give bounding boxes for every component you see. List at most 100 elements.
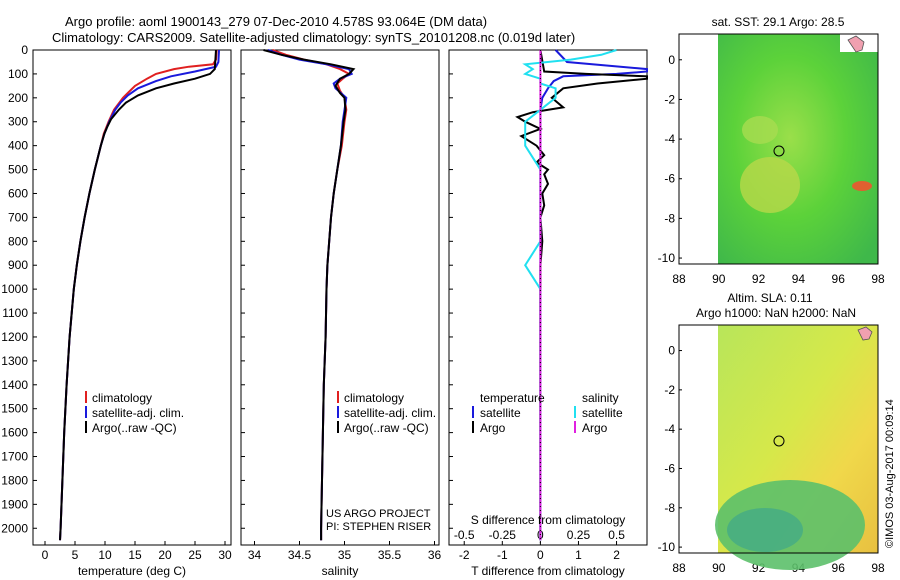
x-tick-label: 34 — [248, 548, 262, 562]
depth-tick-label: 100 — [8, 67, 28, 81]
x-tick-label: 15 — [128, 548, 142, 562]
series-line-t-argo — [515, 49, 648, 541]
x-tick-label: 35 — [338, 548, 352, 562]
legend-label-t-satellite: satellite — [480, 406, 521, 420]
map-x-tick-label: 92 — [752, 272, 766, 286]
depth-tick-label: 0 — [21, 43, 28, 57]
map-bottom-frame — [678, 324, 879, 554]
sla-low-patch — [727, 508, 803, 552]
series-line-s-satellite — [522, 49, 617, 541]
argo-location-marker — [773, 435, 785, 447]
map-y-tick-label: -4 — [664, 422, 675, 436]
depth-tick-label: 1200 — [1, 330, 28, 344]
argo-location-marker — [773, 145, 785, 157]
legend-header-salinity: salinity — [582, 391, 619, 405]
series-line-satellite-adj-clim- — [59, 49, 220, 541]
legend-label-t-argo: Argo — [480, 421, 506, 435]
legend-label-satellite: satellite-adj. clim. — [92, 406, 184, 420]
map-y-tick-label: 0 — [668, 344, 675, 358]
legend-header-temperature: temperature — [480, 391, 545, 405]
depth-tick-label: 400 — [8, 139, 28, 153]
map-x-tick-label: 96 — [832, 272, 846, 286]
x-tick-label: 25 — [188, 548, 202, 562]
depth-tick-label: 1000 — [1, 282, 28, 296]
x-tick-label: 20 — [158, 548, 172, 562]
land-outline — [847, 35, 865, 53]
map-x-tick-label: 90 — [712, 272, 726, 286]
depth-tick-label: 900 — [8, 258, 28, 272]
legend-label-s-argo: Argo — [582, 421, 608, 435]
map-x-tick-label: 88 — [672, 561, 686, 575]
depth-tick-label: 800 — [8, 234, 28, 248]
temperature-legend: climatology satellite-adj. clim. Argo(..… — [85, 391, 184, 435]
series-line-satellite-adj-clim- — [267, 49, 354, 541]
sst-map — [718, 34, 878, 264]
depth-tick-label: 700 — [8, 210, 28, 224]
difference-panel — [448, 49, 648, 546]
x-tick-label: 30 — [218, 548, 232, 562]
map-bottom-title-2: Argo h1000: NaN h2000: NaN — [696, 306, 856, 320]
x-tick-label: 35.5 — [378, 548, 402, 562]
map-y-tick-label: -10 — [658, 540, 676, 554]
salinity-xlabel: salinity — [322, 564, 359, 578]
depth-tick-label: 1400 — [1, 378, 28, 392]
s-tick-label: 0.5 — [608, 528, 625, 542]
map-y-tick-label: -6 — [664, 461, 675, 475]
depth-tick-label: 1500 — [1, 402, 28, 416]
x-tick-label: 0 — [42, 548, 49, 562]
map-x-tick-label: 98 — [871, 272, 885, 286]
legend-label-argo: Argo(..raw -QC) — [344, 421, 429, 435]
sst-hot-spot — [852, 181, 872, 191]
sst-warm-patch — [740, 157, 800, 213]
map-x-tick-label: 96 — [832, 561, 846, 575]
x-tick-label: 36 — [428, 548, 442, 562]
x-tick-label: -1 — [497, 548, 508, 562]
series-line-t-satellite — [539, 49, 648, 541]
depth-tick-label: 600 — [8, 186, 28, 200]
legend-label-satellite: satellite-adj. clim. — [344, 406, 436, 420]
map-x-tick-label: 88 — [672, 272, 686, 286]
depth-tick-label: 1100 — [2, 306, 28, 320]
salinity-legend: climatology satellite-adj. clim. Argo(..… — [337, 391, 436, 435]
map-y-tick-label: -8 — [664, 211, 675, 225]
x-tick-label: 5 — [72, 548, 79, 562]
depth-tick-label: 500 — [8, 163, 28, 177]
header-line-2: Climatology: CARS2009. Satellite-adjuste… — [52, 30, 576, 45]
map-y-tick-label: -8 — [664, 501, 675, 515]
x-tick-label: 0 — [537, 548, 544, 562]
depth-tick-label: 1300 — [1, 354, 28, 368]
depth-tick-label: 1600 — [1, 426, 28, 440]
s-tick-label: -0.25 — [489, 528, 517, 542]
map-x-tick-label: 98 — [871, 561, 885, 575]
map-bottom-title-1: Altim. SLA: 0.11 — [727, 291, 812, 305]
depth-tick-label: 1800 — [1, 473, 28, 487]
legend-label-climatology: climatology — [344, 391, 404, 405]
map-y-tick-label: -10 — [658, 251, 676, 265]
sst-warm-patch — [742, 116, 778, 144]
difference-xlabel: T difference from climatology — [471, 564, 625, 578]
depth-tick-label: 300 — [8, 115, 28, 129]
project-credit-2: PI: STEPHEN RISER — [326, 521, 431, 533]
map-y-tick-label: -6 — [664, 172, 675, 186]
x-tick-label: 34.5 — [288, 548, 312, 562]
map-x-tick-label: 94 — [792, 272, 806, 286]
depth-tick-label: 1700 — [1, 450, 28, 464]
map-y-tick-label: 0 — [668, 53, 675, 67]
header-line-1: Argo profile: aoml 1900143_279 07-Dec-20… — [65, 14, 488, 29]
legend-label-argo: Argo(..raw -QC) — [92, 421, 177, 435]
series-line-argo-raw-qc- — [59, 49, 217, 541]
s-tick-label: 0.25 — [567, 528, 591, 542]
land-outline — [857, 326, 873, 341]
s-tick-label: -0.5 — [454, 528, 475, 542]
depth-tick-label: 2000 — [1, 521, 28, 535]
x-tick-label: 2 — [613, 548, 620, 562]
footer-timestamp: ©IMOS 03-Aug-2017 00:09:14 — [884, 399, 896, 548]
temperature-xlabel: temperature (deg C) — [78, 564, 186, 578]
series-line-climatology — [272, 49, 351, 541]
depth-tick-label: 1900 — [1, 497, 28, 511]
legend-label-climatology: climatology — [92, 391, 152, 405]
x-tick-label: 10 — [98, 548, 112, 562]
sst-field — [718, 34, 878, 264]
difference-legend: temperature salinity satellite Argo sate… — [472, 391, 623, 435]
temperature-panel — [32, 49, 232, 546]
